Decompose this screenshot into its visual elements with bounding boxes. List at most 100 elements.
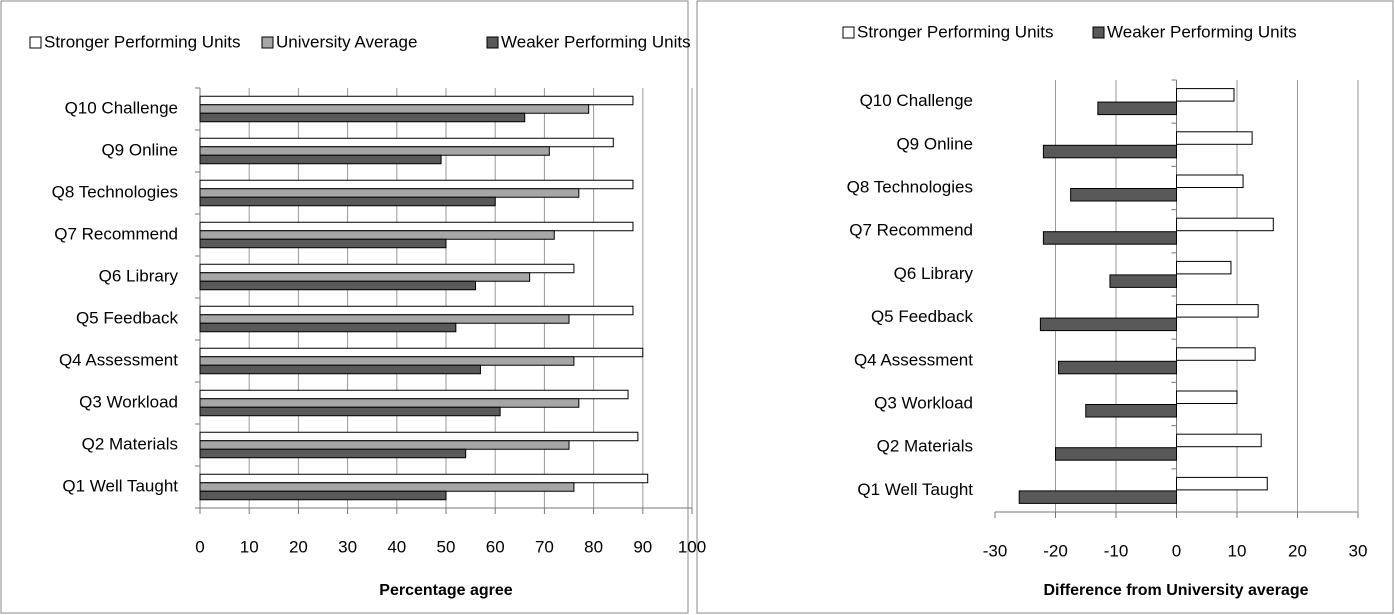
bar <box>199 196 496 207</box>
legend-label: Stronger Performing Units <box>857 22 1054 41</box>
bar <box>1176 390 1238 404</box>
y-tick-label: Q10 Challenge <box>860 91 973 110</box>
bar <box>1042 231 1178 245</box>
y-tick-label: Q1 Well Taught <box>62 476 178 495</box>
bar <box>199 322 457 333</box>
bar <box>199 280 477 291</box>
y-tick-label: Q9 Online <box>101 140 178 159</box>
x-tick-label: 10 <box>1228 541 1247 560</box>
bar <box>199 272 531 282</box>
bar <box>1018 490 1178 504</box>
y-tick-label: Q7 Recommend <box>849 221 973 240</box>
bar <box>1058 360 1178 375</box>
bar <box>199 146 550 156</box>
bar <box>199 356 575 366</box>
bar <box>1176 347 1256 361</box>
bar <box>1176 476 1268 491</box>
y-tick-label: Q2 Materials <box>82 434 178 453</box>
bar <box>1176 131 1253 145</box>
y-tick-label: Q4 Assessment <box>854 350 973 369</box>
bar <box>199 473 649 484</box>
legend-swatch <box>486 36 499 49</box>
y-tick-label: Q3 Workload <box>79 392 178 411</box>
x-tick-label: 10 <box>240 537 259 556</box>
y-tick-label: Q3 Workload <box>874 393 973 412</box>
y-tick-label: Q2 Materials <box>877 437 973 456</box>
bar <box>1176 304 1259 318</box>
bar <box>199 112 526 123</box>
bar <box>199 104 590 114</box>
y-tick-label: Q6 Library <box>894 264 974 283</box>
y-tick-label: Q4 Assessment <box>59 350 178 369</box>
legend-label: Weaker Performing Units <box>501 32 691 51</box>
bar <box>199 440 570 450</box>
bar <box>1070 188 1177 202</box>
y-tick-label: Q1 Well Taught <box>857 480 973 499</box>
bar <box>199 305 634 316</box>
x-tick-label: 90 <box>633 537 652 556</box>
bar <box>199 314 570 324</box>
bar <box>199 179 634 190</box>
bar <box>1176 174 1244 188</box>
x-tick-label: 0 <box>195 537 204 556</box>
bar <box>199 188 580 198</box>
bar <box>1085 404 1177 418</box>
bar <box>199 406 501 417</box>
y-tick-label: Q9 Online <box>896 134 973 153</box>
panel-border <box>696 0 1394 614</box>
x-tick-label: 0 <box>1172 541 1181 560</box>
bar <box>1176 217 1274 232</box>
bar <box>199 137 614 148</box>
x-tick-label: 100 <box>678 537 706 556</box>
bar <box>199 95 634 106</box>
x-axis-title: Difference from University average <box>1044 582 1309 599</box>
x-tick-label: -20 <box>1043 541 1068 560</box>
bar <box>199 154 442 165</box>
y-tick-label: Q5 Feedback <box>76 308 179 327</box>
x-axis-title: Percentage agree <box>379 582 513 599</box>
bar <box>199 398 580 408</box>
legend-swatch <box>1092 26 1105 39</box>
x-tick-label: 60 <box>486 537 505 556</box>
x-tick-label: 70 <box>535 537 554 556</box>
legend-swatch <box>261 36 274 49</box>
bar <box>199 221 634 232</box>
bar <box>199 347 644 358</box>
bar <box>1055 447 1177 461</box>
bar <box>1109 274 1177 288</box>
x-tick-label: -10 <box>1104 541 1129 560</box>
x-tick-label: 20 <box>1288 541 1307 560</box>
bar <box>1176 88 1235 102</box>
legend-label: University Average <box>276 32 417 51</box>
x-tick-label: 80 <box>584 537 603 556</box>
bar <box>199 263 575 274</box>
x-tick-label: 40 <box>387 537 406 556</box>
legend-label: Weaker Performing Units <box>1107 22 1297 41</box>
legend-swatch <box>842 26 855 39</box>
legend-label: Stronger Performing Units <box>44 32 241 51</box>
bar <box>199 448 467 459</box>
bar <box>1176 433 1262 448</box>
y-tick-label: Q8 Technologies <box>52 182 178 201</box>
bar <box>1176 260 1232 275</box>
bar <box>199 389 629 400</box>
bar <box>199 230 555 240</box>
y-tick-label: Q10 Challenge <box>65 98 178 117</box>
legend-swatch <box>29 36 42 49</box>
x-tick-label: 30 <box>1349 541 1368 560</box>
y-tick-label: Q7 Recommend <box>54 224 178 243</box>
bar <box>1097 101 1177 116</box>
x-tick-label: 50 <box>437 537 456 556</box>
y-tick-label: Q5 Feedback <box>871 307 974 326</box>
x-tick-label: 20 <box>289 537 308 556</box>
x-tick-label: -30 <box>983 541 1008 560</box>
x-tick-label: 30 <box>338 537 357 556</box>
bar <box>199 482 575 492</box>
bar <box>199 364 481 375</box>
bar <box>1042 144 1178 159</box>
y-tick-label: Q6 Library <box>99 266 179 285</box>
y-tick-label: Q8 Technologies <box>847 177 973 196</box>
bar <box>199 431 639 442</box>
bar <box>199 490 447 501</box>
